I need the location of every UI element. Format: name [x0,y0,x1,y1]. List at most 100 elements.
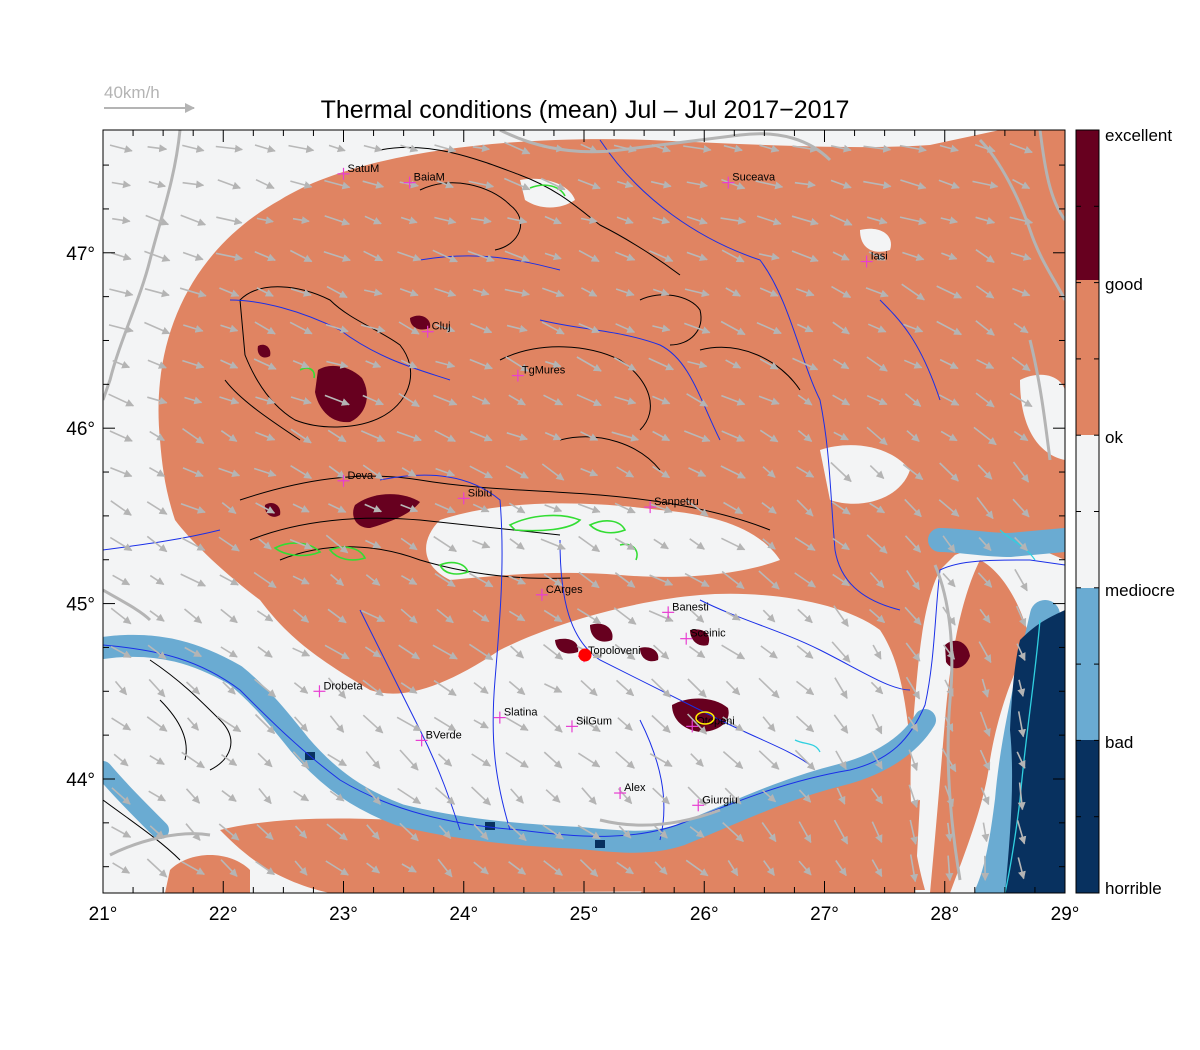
wind-arrow [290,180,313,189]
wind-arrow [149,755,165,765]
wind-arrow [364,646,382,658]
wind-arrow [832,321,850,335]
wind-arrow [1012,287,1031,297]
wind-arrow [540,538,566,550]
wind-arrow [146,535,168,553]
x-tick-label: 25° [570,904,599,925]
city-label: TgMures [522,365,566,377]
city-drobeta: Drobeta [313,680,363,698]
wind-arrow [904,606,922,626]
wind-arrow [908,749,919,772]
wind-arrow [615,288,635,297]
wind-arrow [504,141,531,155]
wind-arrow [939,462,959,482]
wind-arrow [324,179,351,190]
wind-arrow [1017,857,1026,880]
legend-swatch [1076,740,1099,893]
wind-arrow [292,751,310,769]
city-label: Drobeta [323,680,363,692]
wind-arrow [543,751,563,769]
wind-arrow [975,392,995,408]
wind-arrow [149,825,165,839]
wind-arrow [433,535,457,553]
wind-arrow [256,216,274,225]
wind-arrow [254,251,276,262]
wind-arrow [362,679,384,697]
wind-arrow [614,502,636,514]
wind-arrow [365,787,381,805]
wind-arrow [904,535,922,553]
wind-arrow [577,824,601,840]
wind-arrow [792,357,819,371]
wind-arrow [503,177,531,191]
wind-arrow [111,180,131,189]
wind-arrow [469,430,493,442]
wind-arrow [685,859,709,877]
wind-arrow [398,644,420,660]
wind-arrow [909,819,919,845]
city-label: Alex [624,782,646,794]
city-label: Topoloveni [588,645,641,657]
city-label: SilGum [576,715,612,727]
wind-arrow [400,503,419,513]
wind-arrow [325,860,349,876]
wind-arrow [832,537,850,551]
wind-arrow [615,251,636,261]
legend-label-good: good [1105,275,1143,294]
wind-arrow [182,427,205,445]
wind-arrow [179,287,207,298]
wind-arrow [722,716,744,732]
wind-arrow [398,321,420,335]
wind-arrow [762,609,776,623]
wind-arrow [580,216,598,225]
wind-arrow [833,431,849,441]
wind-arrow [258,538,272,550]
wind-arrow [294,860,308,876]
wind-arrow [979,608,991,624]
wind-arrow [758,570,780,590]
wind-arrow [180,503,206,514]
wind-arrow [147,359,167,369]
city-deva: Deva [337,470,374,487]
x-tick-label: 21° [89,904,118,925]
wind-arrow [1009,216,1034,225]
legend-colorbar: excellent good ok mediocre bad horrible [1075,126,1175,898]
wind-arrow [613,357,637,371]
wind-arrow [362,180,385,189]
wind-arrow [471,786,491,806]
wind-arrow [791,215,819,226]
wind-arrow [112,574,131,586]
city-slatina: Slatina [493,707,538,724]
wind-arrow [324,644,350,660]
wind-arrow [215,144,243,153]
wind-arrow [221,753,238,767]
wind-arrow [579,859,599,877]
wind-arrow [435,360,456,369]
wind-arrow [438,825,452,840]
wind-arrow [433,394,458,406]
city-tgmures: TgMures [511,365,566,382]
wind-arrow [255,178,275,190]
wind-arrow [292,359,310,369]
wind-arrow [761,789,777,803]
wind-arrow [945,822,954,842]
wind-arrow [292,575,310,585]
city-label: Giurgiu [702,794,737,806]
wind-arrow [798,789,812,803]
wind-arrow [326,823,348,841]
wind-arrow [829,214,853,226]
wind-arrow [899,144,927,154]
wind-arrow [652,787,670,805]
wind-arrow [1017,782,1026,811]
wind-arrow [326,285,348,299]
wind-arrow [977,464,993,480]
wind-arrow [687,786,707,806]
wind-arrow [219,574,239,586]
wind-arrow [942,535,956,553]
wind-arrow [652,395,671,405]
wind-arrow [938,179,960,190]
wind-arrow [903,359,923,369]
wind-arrow [364,215,382,225]
wind-arrow [435,324,456,333]
wind-arrow [218,467,241,478]
